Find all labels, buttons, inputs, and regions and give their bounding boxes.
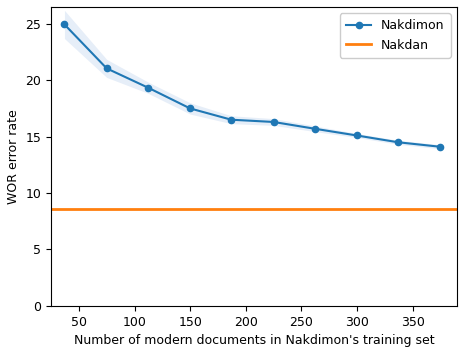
Line: Nakdimon: Nakdimon [61,21,443,150]
Nakdan [20,207,26,211]
Nakdimon [437,145,442,149]
Nakdimon [104,66,109,70]
Nakdimon [228,118,233,122]
Nakdan [22,207,27,211]
Nakdimon [187,106,193,110]
Nakdimon [62,22,67,27]
Nakdimon [145,85,150,90]
Legend: Nakdimon, Nakdan: Nakdimon, Nakdan [339,13,450,58]
Nakdimon [270,120,276,124]
X-axis label: Number of modern documents in Nakdimon's training set: Number of modern documents in Nakdimon's… [74,334,433,347]
Nakdimon [353,133,359,138]
Nakdimon [394,140,400,144]
Y-axis label: WOR error rate: WOR error rate [7,109,20,204]
Nakdimon [311,127,317,131]
